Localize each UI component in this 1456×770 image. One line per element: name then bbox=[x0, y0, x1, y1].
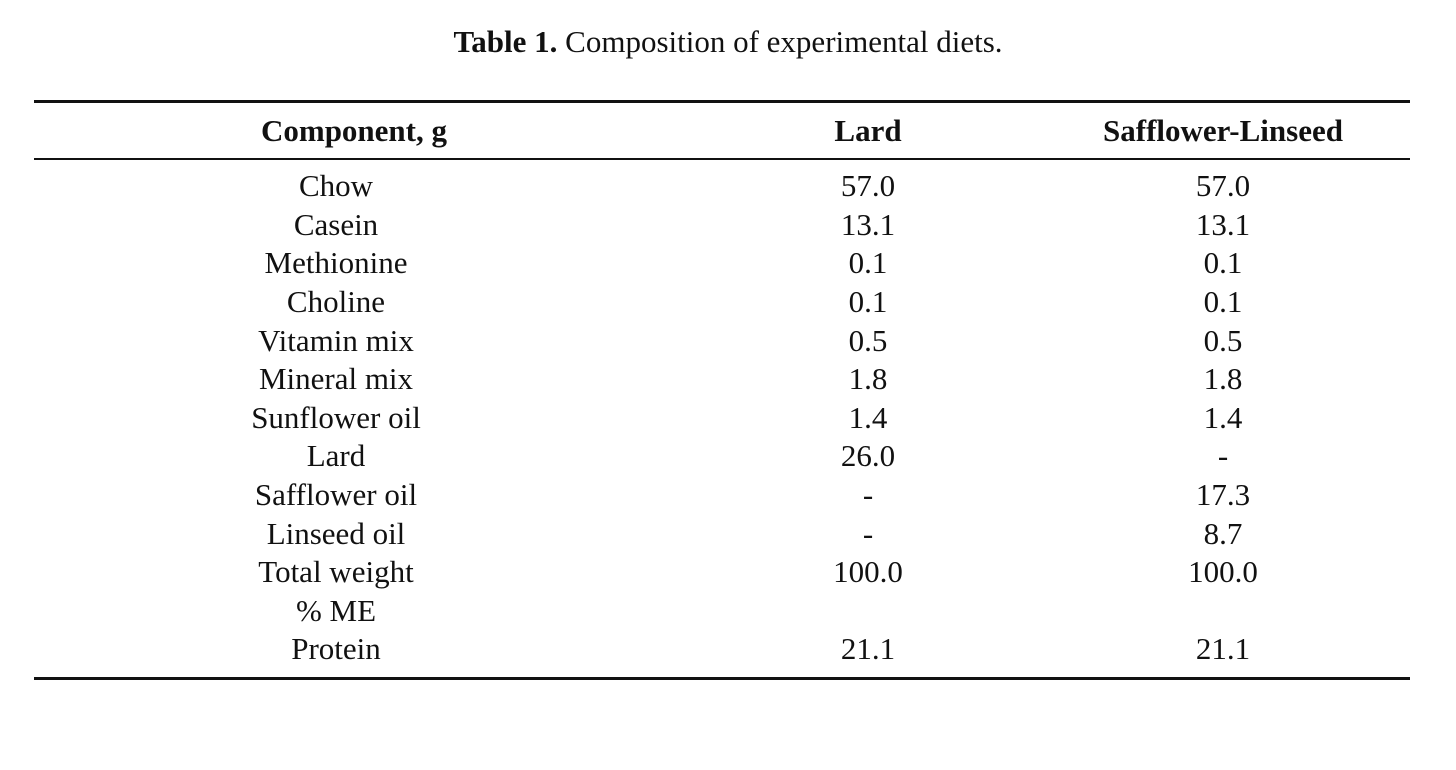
table-caption: Table 1. Composition of experimental die… bbox=[0, 22, 1456, 62]
cell-component: Lard bbox=[306, 438, 366, 474]
cell-lard: 13.1 bbox=[840, 206, 896, 242]
cell-safflower-linseed: 0.5 bbox=[1203, 322, 1243, 358]
table-row: Choline 0.1 0.1 bbox=[34, 283, 1410, 322]
cell-lard: 100.0 bbox=[833, 554, 903, 590]
cell-safflower-linseed: 1.8 bbox=[1203, 361, 1243, 397]
cell-lard: - bbox=[862, 477, 874, 513]
column-header-lard: Lard bbox=[834, 112, 902, 148]
table-row: Total weight 100.0 100.0 bbox=[34, 553, 1410, 592]
table-header: Component, g Lard Safflower-Linseed bbox=[34, 101, 1410, 159]
cell-lard: 57.0 bbox=[840, 168, 896, 204]
cell-component: Vitamin mix bbox=[258, 322, 414, 358]
cell-safflower-linseed: 100.0 bbox=[1188, 554, 1258, 590]
table-row: % ME bbox=[34, 592, 1410, 631]
cell-component: % ME bbox=[295, 592, 377, 628]
diet-composition-table-container: Component, g Lard Safflower-Linseed Chow… bbox=[34, 100, 1410, 680]
table-row: Vitamin mix 0.5 0.5 bbox=[34, 321, 1410, 360]
table-row: Sunflower oil 1.4 1.4 bbox=[34, 399, 1410, 438]
column-header-safflower-linseed: Safflower-Linseed bbox=[1103, 112, 1343, 148]
table-row: Casein 13.1 13.1 bbox=[34, 206, 1410, 245]
cell-safflower-linseed: 1.4 bbox=[1203, 399, 1243, 435]
cell-safflower-linseed: 8.7 bbox=[1203, 515, 1243, 551]
cell-component: Chow bbox=[298, 168, 374, 204]
cell-component: Sunflower oil bbox=[251, 399, 421, 435]
cell-component: Total weight bbox=[258, 554, 414, 590]
table-row: Methionine 0.1 0.1 bbox=[34, 244, 1410, 283]
cell-component: Casein bbox=[293, 206, 379, 242]
table-row: Chow 57.0 57.0 bbox=[34, 159, 1410, 206]
cell-lard: 0.1 bbox=[848, 284, 888, 320]
cell-lard: 0.5 bbox=[848, 322, 888, 358]
cell-lard: 26.0 bbox=[840, 438, 896, 474]
cell-safflower-linseed: 0.1 bbox=[1203, 245, 1243, 281]
cell-safflower-linseed: 13.1 bbox=[1195, 206, 1251, 242]
cell-component: Choline bbox=[286, 284, 386, 320]
column-header-component: Component, g bbox=[260, 112, 447, 148]
cell-component: Linseed oil bbox=[266, 515, 406, 551]
cell-safflower-linseed: 21.1 bbox=[1195, 631, 1251, 667]
table-row: Lard 26.0 - bbox=[34, 437, 1410, 476]
table-row: Linseed oil - 8.7 bbox=[34, 514, 1410, 553]
table-row: Protein 21.1 21.1 bbox=[34, 630, 1410, 679]
cell-safflower-linseed: - bbox=[1217, 438, 1229, 474]
table-row: Safflower oil - 17.3 bbox=[34, 476, 1410, 515]
cell-lard: 1.8 bbox=[848, 361, 888, 397]
table-row: Mineral mix 1.8 1.8 bbox=[34, 360, 1410, 399]
cell-component: Methionine bbox=[264, 245, 408, 281]
table-caption-label: Table 1. bbox=[453, 24, 558, 59]
cell-lard: 1.4 bbox=[848, 399, 888, 435]
cell-lard: 0.1 bbox=[848, 245, 888, 281]
cell-safflower-linseed: 57.0 bbox=[1195, 168, 1251, 204]
cell-component: Protein bbox=[291, 631, 381, 667]
table-header-row: Component, g Lard Safflower-Linseed bbox=[34, 101, 1410, 159]
diet-composition-table: Component, g Lard Safflower-Linseed Chow… bbox=[34, 100, 1410, 680]
cell-safflower-linseed: 0.1 bbox=[1203, 284, 1243, 320]
cell-safflower-linseed: 17.3 bbox=[1195, 477, 1251, 513]
cell-lard: - bbox=[862, 515, 874, 551]
table-body: Chow 57.0 57.0 Casein 13.1 13.1 Methionine 0.1 0… bbox=[34, 159, 1410, 679]
cell-component: Safflower oil bbox=[254, 477, 418, 513]
cell-lard bbox=[674, 592, 1022, 631]
cell-component: Mineral mix bbox=[258, 361, 414, 397]
table-caption-text: Composition of experimental diets. bbox=[565, 24, 1003, 59]
cell-lard: 21.1 bbox=[840, 631, 896, 667]
cell-safflower-linseed bbox=[1022, 592, 1410, 631]
